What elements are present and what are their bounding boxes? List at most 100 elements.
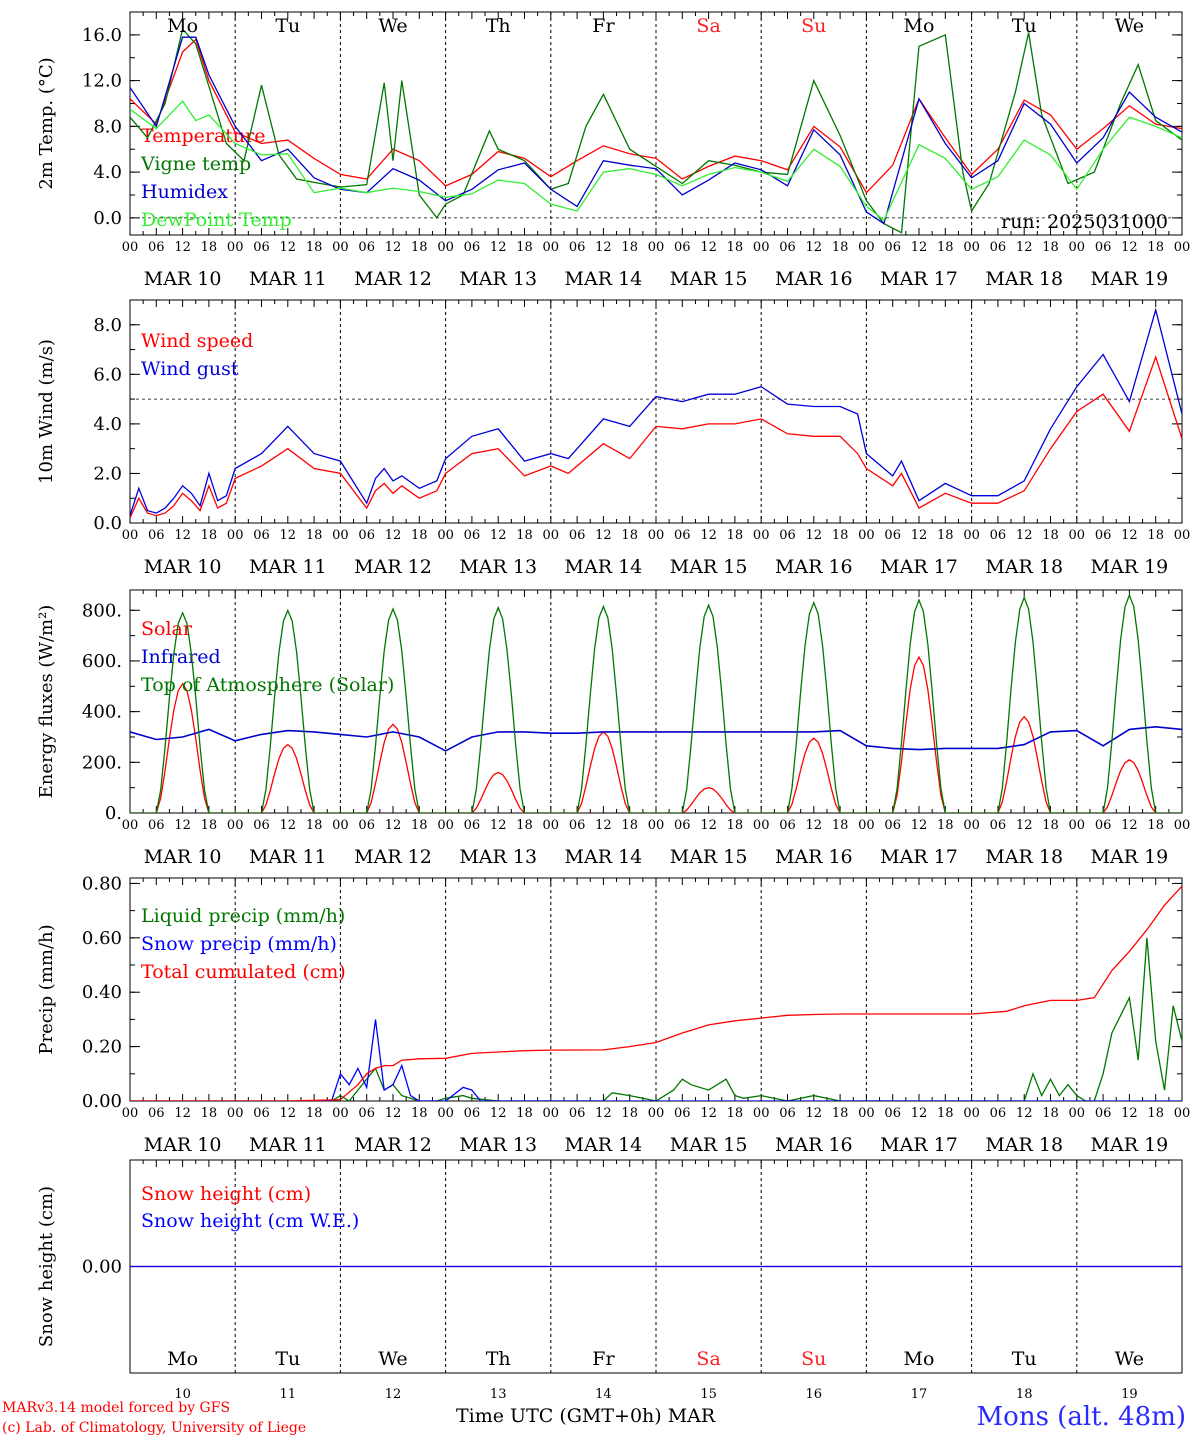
hour-tick-label: 18 bbox=[621, 1106, 638, 1121]
weekday-label: We bbox=[378, 1348, 407, 1370]
weekday-label: Fr bbox=[592, 15, 615, 37]
y-axis-label: Energy fluxes (W/m²) bbox=[36, 605, 57, 799]
panel-precip: 0.00 0.20 0.40 0.60 0.80 Precip (mm/h) Liquid … bbox=[36, 873, 1190, 1156]
y-tick-label: 0.00 bbox=[82, 1257, 122, 1278]
hour-tick-label: 06 bbox=[358, 1106, 375, 1121]
hour-tick-label: 18 bbox=[516, 1106, 533, 1121]
hour-tick-label: 00 bbox=[753, 818, 770, 833]
hour-tick-label: 12 bbox=[490, 528, 507, 543]
hour-tick-label: 00 bbox=[332, 240, 349, 255]
hour-tick-label: 00 bbox=[858, 1106, 875, 1121]
hour-tick-label: 12 bbox=[385, 528, 402, 543]
hour-tick-label: 06 bbox=[464, 1106, 481, 1121]
hour-tick-label: 06 bbox=[569, 1106, 586, 1121]
date-label: MAR 13 bbox=[459, 846, 537, 868]
y-tick-label: 8.0 bbox=[93, 116, 122, 137]
hour-tick-label: 06 bbox=[358, 818, 375, 833]
hour-tick-label: 00 bbox=[753, 528, 770, 543]
weekday-label: Mo bbox=[904, 15, 935, 37]
hour-tick-label: 06 bbox=[253, 818, 270, 833]
date-label: MAR 12 bbox=[354, 268, 432, 290]
date-label: MAR 15 bbox=[670, 556, 748, 578]
y-tick-label: 16.0 bbox=[82, 25, 122, 46]
hour-tick-label: 00 bbox=[1174, 818, 1191, 833]
date-label: MAR 10 bbox=[144, 846, 222, 868]
hour-tick-label: 18 bbox=[832, 1106, 849, 1121]
hour-tick-label: 18 bbox=[201, 1106, 218, 1121]
date-label: MAR 11 bbox=[249, 846, 327, 868]
hour-tick-label: 00 bbox=[963, 240, 980, 255]
y-tick-label: 0.40 bbox=[82, 982, 122, 1003]
hour-tick-label: 00 bbox=[858, 818, 875, 833]
hour-tick-label: 00 bbox=[227, 240, 244, 255]
day-number-label: 10 bbox=[174, 1387, 191, 1402]
hour-tick-label: 00 bbox=[122, 818, 139, 833]
y-tick-label: 0.0 bbox=[93, 208, 122, 229]
hour-tick-label: 00 bbox=[227, 528, 244, 543]
hour-tick-label: 18 bbox=[1147, 818, 1164, 833]
date-label: MAR 12 bbox=[354, 556, 432, 578]
y-tick-label: 400. bbox=[82, 702, 122, 723]
hour-tick-label: 06 bbox=[990, 528, 1007, 543]
date-label: MAR 17 bbox=[880, 1134, 958, 1156]
hour-tick-label: 00 bbox=[648, 1106, 665, 1121]
date-label: MAR 13 bbox=[459, 268, 537, 290]
series-line-solar bbox=[130, 655, 1182, 813]
hour-tick-label: 00 bbox=[543, 240, 560, 255]
hour-tick-label: 06 bbox=[779, 1106, 796, 1121]
hour-tick-label: 06 bbox=[358, 528, 375, 543]
hour-tick-label: 12 bbox=[911, 818, 928, 833]
hour-tick-label: 12 bbox=[280, 1106, 297, 1121]
weekday-label: Th bbox=[486, 15, 511, 37]
legend-entry: Wind speed bbox=[141, 330, 253, 352]
hour-tick-label: 06 bbox=[148, 818, 165, 833]
hour-tick-label: 18 bbox=[727, 1106, 744, 1121]
day-number-label: 17 bbox=[911, 1387, 928, 1402]
hour-tick-label: 18 bbox=[621, 240, 638, 255]
hour-tick-label: 12 bbox=[595, 818, 612, 833]
hour-tick-label: 18 bbox=[727, 818, 744, 833]
hour-tick-label: 00 bbox=[963, 528, 980, 543]
hour-tick-label: 18 bbox=[411, 818, 428, 833]
hour-tick-label: 12 bbox=[385, 818, 402, 833]
y-tick-label: 0.80 bbox=[82, 873, 122, 894]
hour-tick-label: 00 bbox=[437, 1106, 454, 1121]
legend-entry: DewPoint Temp bbox=[141, 209, 292, 231]
hour-tick-label: 12 bbox=[806, 240, 823, 255]
series-line-total-cumulated-cm- bbox=[130, 885, 1182, 1101]
hour-tick-label: 12 bbox=[280, 818, 297, 833]
hour-tick-label: 18 bbox=[201, 818, 218, 833]
hour-tick-label: 00 bbox=[648, 528, 665, 543]
y-tick-label: 2.0 bbox=[93, 463, 122, 484]
date-label: MAR 16 bbox=[775, 556, 853, 578]
hour-tick-label: 00 bbox=[332, 1106, 349, 1121]
hour-tick-label: 06 bbox=[464, 240, 481, 255]
hour-tick-label: 00 bbox=[543, 528, 560, 543]
date-label: MAR 18 bbox=[985, 846, 1063, 868]
day-number-label: 13 bbox=[490, 1387, 507, 1402]
hour-tick-label: 18 bbox=[832, 528, 849, 543]
y-axis-label: Snow height (cm) bbox=[36, 1186, 57, 1347]
date-label: MAR 16 bbox=[775, 1134, 853, 1156]
hour-tick-label: 18 bbox=[937, 818, 954, 833]
hour-tick-label: 18 bbox=[1147, 1106, 1164, 1121]
panel-energy: 0. 200. 400. 600. 800. Energy fluxes (W/m²) So… bbox=[36, 589, 1191, 868]
hour-tick-label: 00 bbox=[1174, 528, 1191, 543]
hour-tick-label: 00 bbox=[227, 1106, 244, 1121]
hour-tick-label: 12 bbox=[1121, 818, 1138, 833]
hour-tick-label: 00 bbox=[227, 818, 244, 833]
plot-frame bbox=[129, 11, 1183, 236]
hour-tick-label: 06 bbox=[884, 1106, 901, 1121]
hour-tick-label: 06 bbox=[1095, 240, 1112, 255]
weekday-label: Sa bbox=[696, 15, 720, 37]
y-tick-label: 12.0 bbox=[82, 71, 122, 92]
hour-tick-label: 18 bbox=[727, 528, 744, 543]
date-label: MAR 10 bbox=[144, 1134, 222, 1156]
date-label: MAR 18 bbox=[985, 556, 1063, 578]
hour-tick-label: 00 bbox=[648, 818, 665, 833]
y-tick-label: 6.0 bbox=[93, 364, 122, 385]
hour-tick-label: 00 bbox=[648, 240, 665, 255]
weekday-label: Su bbox=[801, 15, 826, 37]
hour-tick-label: 00 bbox=[753, 240, 770, 255]
